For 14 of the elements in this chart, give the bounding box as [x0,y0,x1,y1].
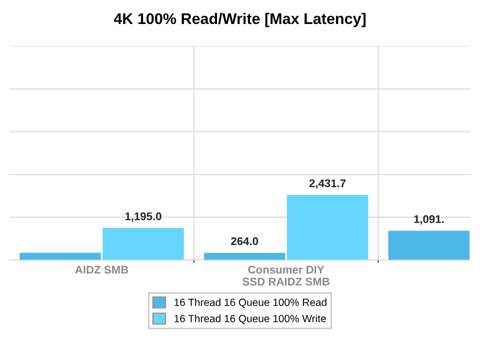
bar [204,252,286,260]
bar [388,230,470,260]
chart-title: 4K 100% Read/Write [Max Latency] [114,12,366,28]
legend-label: 16 Thread 16 Queue 100% Write [174,314,326,324]
data-label: 1,091. [414,215,444,225]
data-label: 2,431.7 [309,179,346,189]
data-label: 1,195.0 [125,212,162,222]
bar [102,228,184,260]
data-label: 264.0 [231,237,258,246]
bar [286,194,368,260]
x-tick-label: AIDZ SMB [75,266,128,274]
bar [20,252,101,260]
legend-label: 16 Thread 16 Queue 100% Read [174,298,326,308]
x-tick-label: Consumer DIY SSD RAIDZ SMB [242,266,330,286]
